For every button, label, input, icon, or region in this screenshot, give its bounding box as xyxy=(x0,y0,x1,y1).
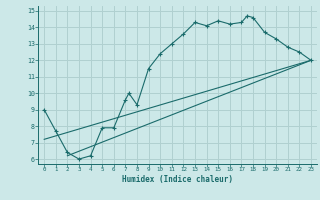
X-axis label: Humidex (Indice chaleur): Humidex (Indice chaleur) xyxy=(122,175,233,184)
